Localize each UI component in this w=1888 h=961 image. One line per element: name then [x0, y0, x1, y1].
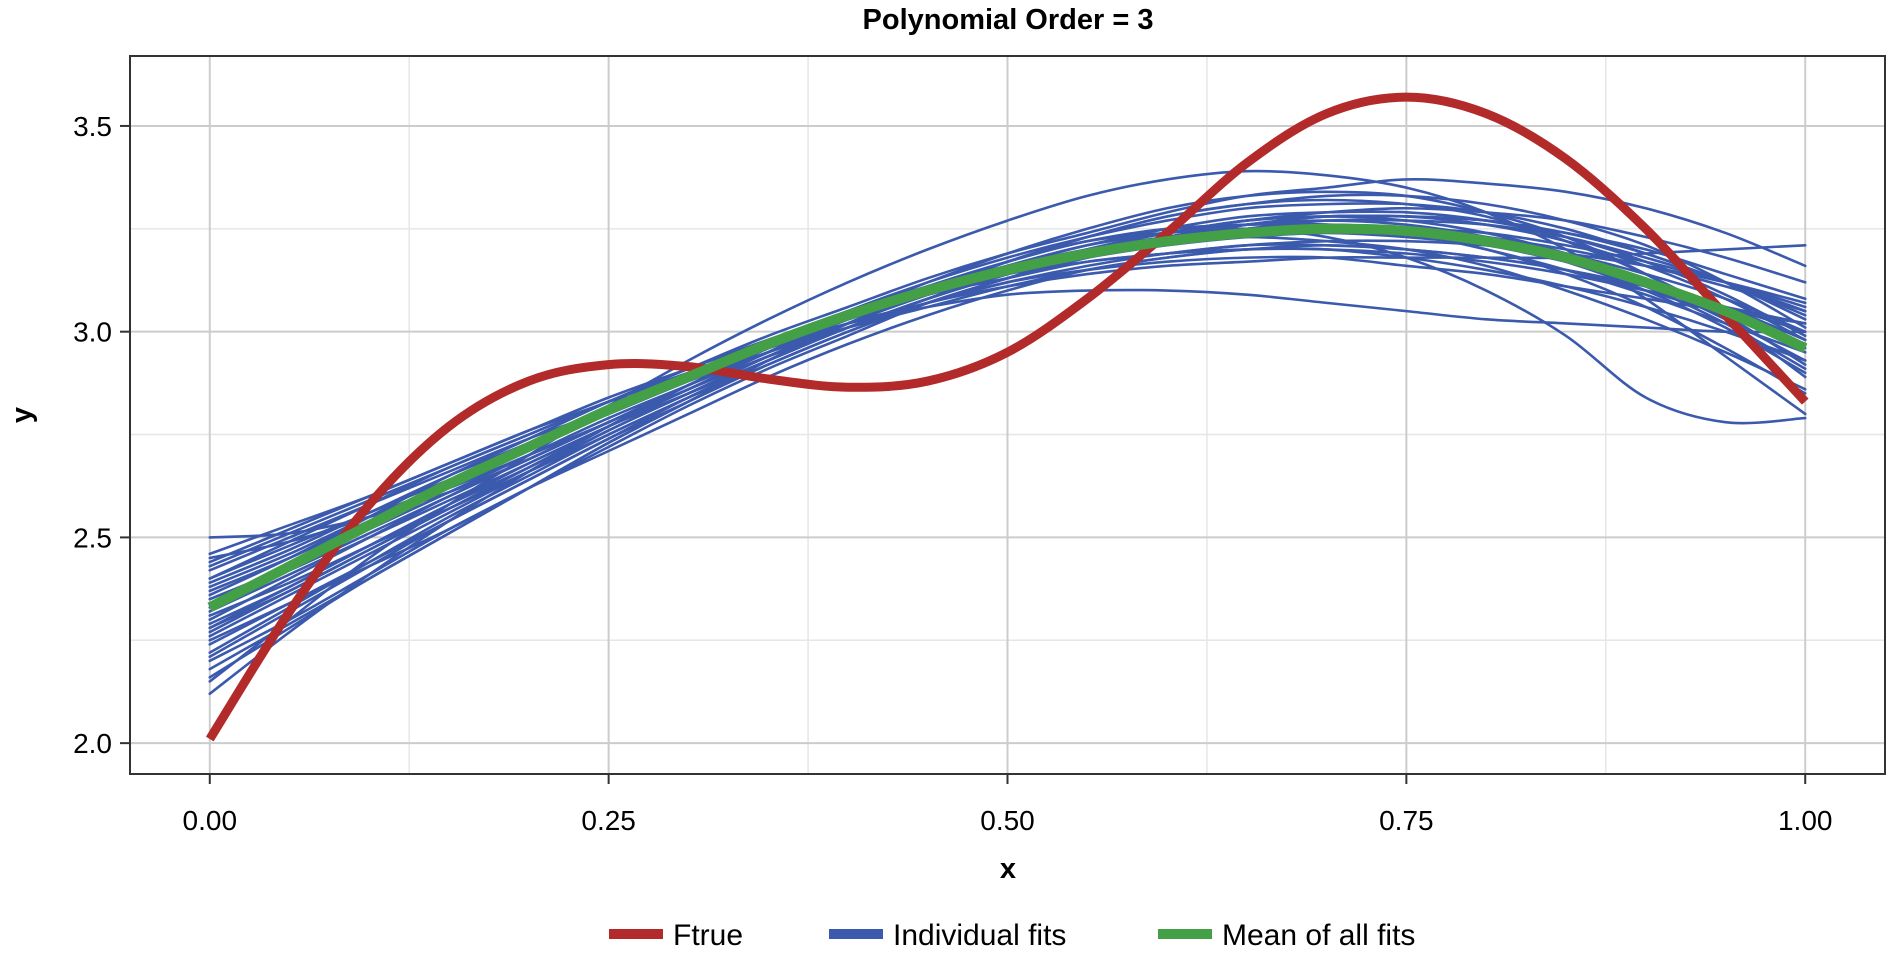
x-tick-label: 0.00	[183, 805, 238, 836]
y-tick-label: 2.0	[73, 728, 112, 759]
ftrue-line	[205, 92, 1809, 742]
legend-item-mean-of-all-fits: Mean of all fits	[1158, 919, 1415, 952]
legend: Ftrue Individual fits Mean of all fits	[609, 919, 1415, 952]
legend-label: Mean of all fits	[1222, 919, 1415, 952]
grid	[130, 56, 1885, 774]
y-axis: 2.0 2.5 3.0 3.5	[73, 111, 130, 759]
x-axis-title: x	[1000, 853, 1016, 885]
legend-item-ftrue: Ftrue	[609, 919, 743, 952]
x-axis: 0.00 0.25 0.50 0.75 1.00	[183, 774, 1833, 836]
chart-title: Polynomial Order = 3	[863, 4, 1154, 36]
x-tick-label: 1.00	[1778, 805, 1833, 836]
x-tick-label: 0.25	[581, 805, 636, 836]
x-tick-label: 0.50	[980, 805, 1035, 836]
legend-label: Individual fits	[893, 919, 1066, 952]
plot-area	[205, 92, 1809, 742]
x-tick-label: 0.75	[1379, 805, 1434, 836]
y-tick-label: 3.0	[73, 317, 112, 348]
y-tick-label: 3.5	[73, 111, 112, 142]
y-tick-label: 2.5	[73, 522, 112, 553]
individual-fit-line	[208, 193, 1807, 679]
legend-label: Ftrue	[673, 919, 743, 952]
mean-fit-line	[207, 223, 1808, 612]
individual-fit-line	[208, 243, 1807, 568]
legend-item-individual-fits: Individual fits	[829, 919, 1066, 952]
y-axis-title: y	[6, 407, 38, 423]
